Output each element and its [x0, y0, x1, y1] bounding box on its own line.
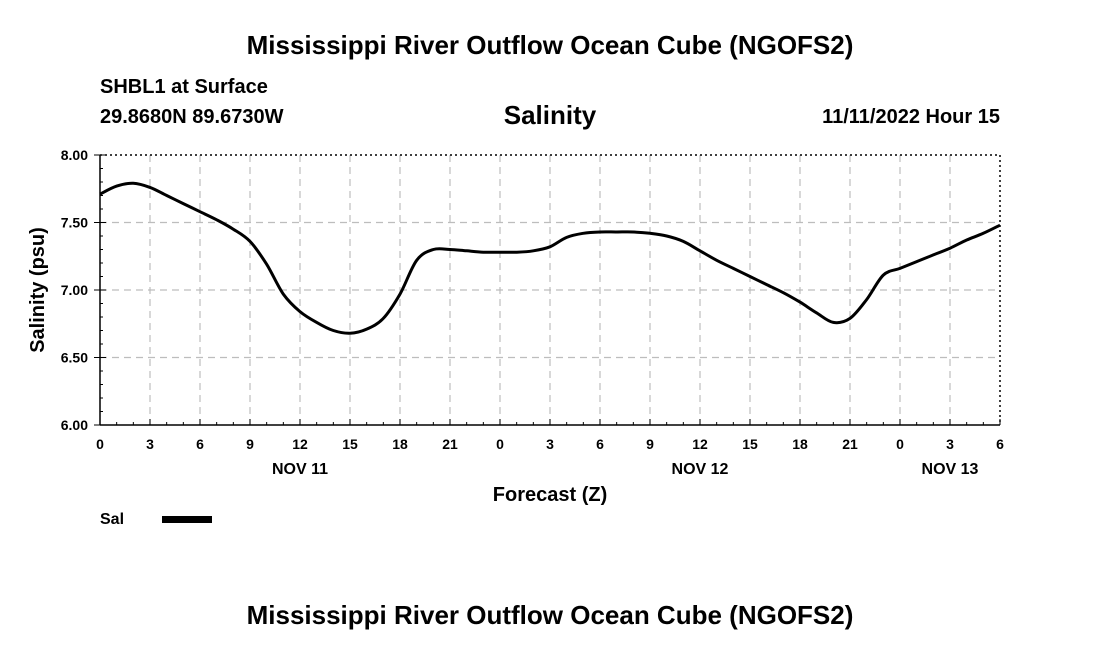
- x-tick-label: 6: [596, 436, 604, 452]
- x-tick-label: 9: [646, 436, 654, 452]
- legend-label: Sal: [100, 511, 124, 528]
- x-axis-label: Forecast (Z): [493, 484, 607, 506]
- legend-swatch: [162, 516, 212, 523]
- forecast-datetime: 11/11/2022 Hour 15: [822, 106, 1000, 128]
- x-tick-label: 21: [842, 436, 858, 452]
- series-line-sal: [99, 181, 1001, 335]
- station-coords: 29.8680N 89.6730W: [100, 106, 284, 128]
- date-label: NOV 11: [272, 461, 328, 478]
- x-tick-label: 12: [292, 436, 308, 452]
- x-tick-label: 18: [392, 436, 408, 452]
- x-tick-label: 3: [946, 436, 954, 452]
- date-label: NOV 13: [922, 461, 979, 478]
- x-tick-label: 0: [896, 436, 904, 452]
- x-tick-label: 3: [146, 436, 154, 452]
- footer-title: Mississippi River Outflow Ocean Cube (NG…: [246, 600, 854, 630]
- x-tick-label: 0: [496, 436, 504, 452]
- station-name: SHBL1 at Surface: [100, 76, 268, 98]
- x-tick-label: 3: [546, 436, 554, 452]
- date-label: NOV 12: [672, 461, 729, 478]
- y-tick-label: 6.00: [61, 417, 88, 433]
- x-tick-label: 15: [342, 436, 358, 452]
- x-tick-label: 15: [742, 436, 758, 452]
- chart-title: Salinity: [503, 100, 597, 130]
- x-tick-label: 21: [442, 436, 458, 452]
- y-axis-label: Salinity (psu): [27, 227, 49, 353]
- x-tick-label: 6: [196, 436, 204, 452]
- y-tick-label: 8.00: [61, 147, 88, 163]
- x-tick-label: 18: [792, 436, 808, 452]
- x-tick-label: 12: [692, 436, 708, 452]
- page-title: Mississippi River Outflow Ocean Cube (NG…: [246, 30, 854, 60]
- x-tick-label: 6: [996, 436, 1004, 452]
- x-tick-label: 0: [96, 436, 104, 452]
- y-tick-label: 7.00: [61, 282, 88, 298]
- y-tick-label: 7.50: [61, 215, 88, 231]
- y-tick-label: 6.50: [61, 350, 88, 366]
- x-tick-label: 9: [246, 436, 254, 452]
